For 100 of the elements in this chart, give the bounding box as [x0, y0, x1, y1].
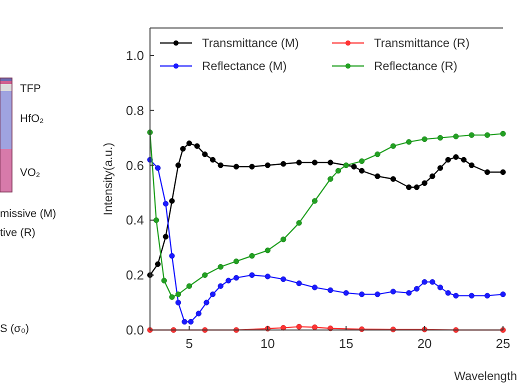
point — [445, 156, 451, 163]
point — [280, 236, 286, 242]
y-tick-label: 0.4 — [126, 212, 144, 228]
point — [188, 318, 194, 325]
text: missive (M) — [0, 208, 56, 220]
point — [218, 264, 224, 270]
y-tick-label: 0.6 — [126, 158, 144, 173]
point — [374, 291, 380, 298]
point — [390, 143, 396, 149]
point — [264, 162, 271, 168]
point — [233, 274, 240, 281]
point — [153, 217, 160, 224]
point — [154, 261, 161, 267]
point — [484, 169, 490, 175]
point — [162, 200, 169, 207]
text: HfO₂ — [20, 113, 44, 125]
point — [430, 279, 436, 285]
y-tick-label: 1.0 — [126, 48, 144, 64]
point — [358, 158, 365, 164]
point — [264, 248, 271, 254]
point — [406, 184, 412, 190]
point — [445, 290, 451, 296]
point — [453, 154, 459, 160]
point — [210, 156, 216, 163]
point — [328, 287, 334, 294]
point — [351, 164, 357, 170]
y-axis-title: Intensity(a.u.) — [101, 142, 115, 216]
point — [484, 292, 490, 299]
point — [453, 292, 459, 299]
point — [296, 220, 302, 226]
x-tick-label: 15 — [338, 336, 354, 351]
point — [390, 288, 396, 294]
point — [414, 286, 420, 292]
point — [233, 258, 240, 264]
point — [202, 151, 208, 158]
point — [422, 279, 428, 285]
point — [249, 272, 255, 278]
point — [390, 176, 396, 182]
point — [182, 318, 188, 325]
point — [422, 136, 428, 142]
point — [186, 283, 192, 289]
point — [169, 198, 175, 204]
point — [296, 280, 302, 286]
text: tive (R) — [0, 227, 36, 239]
point — [196, 310, 202, 316]
point — [422, 180, 428, 186]
point — [249, 164, 255, 170]
point — [468, 162, 474, 168]
x-tick-label: 25 — [496, 336, 510, 351]
point — [358, 168, 365, 174]
point — [343, 290, 349, 296]
point — [194, 143, 200, 149]
point — [312, 284, 318, 290]
point — [468, 132, 474, 138]
legend-label: Transmittance (M) — [202, 36, 299, 50]
point — [460, 156, 467, 163]
point — [280, 161, 286, 167]
point — [169, 253, 175, 259]
y-tick-label: 0.0 — [126, 322, 144, 338]
point — [210, 291, 216, 298]
point — [154, 165, 161, 171]
point — [312, 160, 318, 166]
y-tick-label: 0.8 — [126, 102, 144, 118]
point — [180, 146, 186, 152]
point — [218, 162, 224, 168]
point — [175, 300, 182, 306]
point — [202, 272, 208, 278]
point — [296, 160, 302, 166]
point — [249, 253, 255, 259]
point — [343, 162, 349, 168]
legend-label: Reflectance (M) — [202, 59, 287, 74]
point — [500, 130, 506, 137]
point — [328, 176, 334, 182]
point — [162, 234, 169, 240]
point — [161, 278, 167, 284]
point — [204, 300, 210, 306]
point — [296, 324, 302, 330]
point — [406, 290, 412, 296]
point — [186, 140, 192, 146]
legend-label: Transmittance (R) — [374, 36, 470, 50]
point — [437, 284, 444, 290]
y-tick-label: 0.2 — [126, 268, 144, 283]
point — [437, 165, 444, 171]
point — [484, 132, 490, 138]
point — [500, 169, 506, 175]
point — [169, 294, 175, 300]
point — [358, 291, 365, 298]
point — [328, 160, 334, 166]
point — [312, 198, 318, 204]
text: VO₂ — [20, 167, 40, 179]
text: S (σ₀) — [0, 323, 30, 335]
point — [264, 274, 271, 280]
point — [335, 168, 342, 174]
point — [175, 291, 182, 298]
x-tick-label: 10 — [260, 336, 275, 351]
point — [453, 134, 459, 140]
point — [175, 162, 182, 168]
text: TFP — [20, 83, 41, 95]
point — [218, 283, 224, 289]
point — [233, 164, 240, 170]
